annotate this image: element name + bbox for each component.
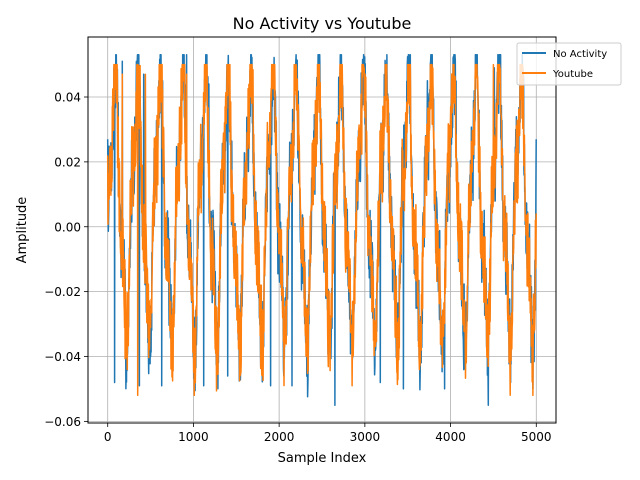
x-tick-label: 2000 xyxy=(264,430,295,444)
x-tick-label: 0 xyxy=(104,430,112,444)
plot-lines xyxy=(106,54,537,406)
y-tick-label: −0.04 xyxy=(44,350,81,364)
chart-title: No Activity vs Youtube xyxy=(233,14,412,33)
legend-label: Youtube xyxy=(552,69,593,80)
axes-frame xyxy=(87,36,557,424)
y-tick-label: 0.02 xyxy=(54,155,81,169)
x-tick-label: 1000 xyxy=(178,430,209,444)
x-tick-label: 5000 xyxy=(521,430,552,444)
legend-label: No Activity xyxy=(553,49,607,60)
x-tick-label: 4000 xyxy=(435,430,466,444)
legend: No Activity Youtube xyxy=(516,42,622,86)
y-tick-label: −0.02 xyxy=(44,285,81,299)
axis-ticks: 0 1000 2000 3000 4000 5000 −0.06 −0.04 −0.02 0.00… xyxy=(44,91,551,444)
x-axis-label: Sample Index xyxy=(278,451,367,466)
series-line-youtube xyxy=(106,63,537,397)
y-tick-label: −0.06 xyxy=(44,415,81,429)
y-tick-label: 0.00 xyxy=(54,220,81,234)
y-tick-label: 0.04 xyxy=(54,91,81,105)
y-axis-label: Amplitude xyxy=(15,197,30,264)
x-tick-label: 3000 xyxy=(350,430,381,444)
